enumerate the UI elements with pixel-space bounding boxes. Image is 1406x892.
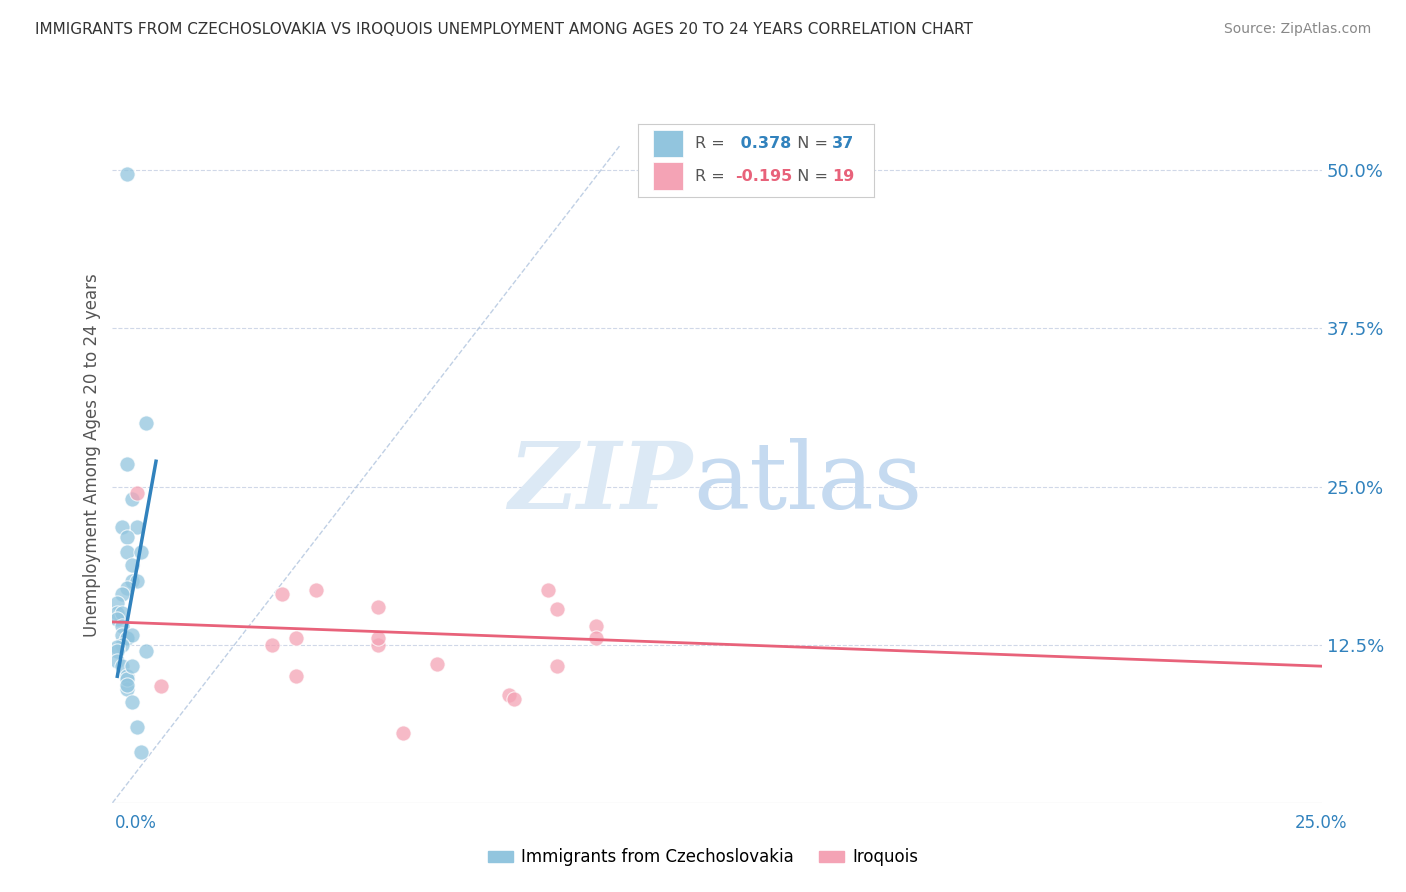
Point: [121, 492, 143, 507]
Point: [115, 530, 138, 544]
Point: [285, 632, 308, 646]
Point: [115, 681, 138, 696]
Point: [425, 657, 447, 671]
Point: [304, 583, 326, 598]
Point: [585, 632, 607, 646]
Point: [135, 644, 157, 658]
Point: [111, 587, 134, 601]
Y-axis label: Unemployment Among Ages 20 to 24 years: Unemployment Among Ages 20 to 24 years: [83, 273, 101, 637]
Bar: [652, 129, 683, 157]
Point: [121, 659, 143, 673]
Point: [391, 726, 413, 740]
Text: atlas: atlas: [693, 438, 922, 528]
Point: [111, 606, 134, 620]
Point: [115, 669, 138, 683]
Point: [121, 695, 143, 709]
Text: 0.0%: 0.0%: [115, 814, 157, 831]
Point: [115, 672, 138, 686]
Point: [111, 627, 134, 641]
Point: [105, 612, 128, 626]
Point: [105, 640, 128, 655]
Point: [135, 417, 157, 431]
Text: R =: R =: [695, 169, 730, 184]
Point: [498, 688, 520, 702]
Point: [121, 558, 143, 572]
Point: [115, 545, 138, 559]
Point: [111, 659, 134, 673]
Point: [105, 606, 128, 620]
Point: [115, 632, 138, 646]
Point: [115, 167, 138, 181]
Point: [121, 627, 143, 641]
Point: [262, 638, 284, 652]
Text: 25.0%: 25.0%: [1295, 814, 1347, 831]
Point: [125, 520, 148, 534]
Point: [131, 545, 153, 559]
Point: [585, 618, 607, 632]
Text: N =: N =: [787, 169, 834, 184]
Text: ZIP: ZIP: [509, 438, 693, 528]
Legend: Immigrants from Czechoslovakia, Iroquois: Immigrants from Czechoslovakia, Iroquois: [481, 842, 925, 873]
Point: [131, 745, 153, 759]
Point: [115, 678, 138, 692]
Point: [546, 602, 568, 616]
Point: [121, 574, 143, 589]
Point: [115, 581, 138, 595]
Text: 19: 19: [832, 169, 853, 184]
Point: [125, 574, 148, 589]
Text: 0.378: 0.378: [735, 136, 792, 151]
Text: Source: ZipAtlas.com: Source: ZipAtlas.com: [1223, 22, 1371, 37]
Point: [367, 632, 389, 646]
Point: [125, 720, 148, 734]
Point: [537, 583, 560, 598]
Point: [111, 618, 134, 632]
Point: [115, 632, 138, 646]
Text: N =: N =: [787, 136, 834, 151]
Point: [111, 638, 134, 652]
Point: [546, 659, 568, 673]
Text: -0.195: -0.195: [735, 169, 793, 184]
Point: [285, 669, 308, 683]
Point: [367, 638, 389, 652]
Point: [503, 692, 526, 706]
Point: [111, 520, 134, 534]
Point: [125, 486, 148, 500]
Text: IMMIGRANTS FROM CZECHOSLOVAKIA VS IROQUOIS UNEMPLOYMENT AMONG AGES 20 TO 24 YEAR: IMMIGRANTS FROM CZECHOSLOVAKIA VS IROQUO…: [35, 22, 973, 37]
Point: [105, 654, 128, 668]
Point: [367, 599, 389, 614]
Point: [270, 587, 292, 601]
Point: [149, 680, 172, 694]
Point: [105, 596, 128, 610]
Point: [105, 644, 128, 658]
Point: [115, 457, 138, 471]
Bar: [652, 162, 683, 190]
Text: R =: R =: [695, 136, 730, 151]
Text: 37: 37: [832, 136, 853, 151]
